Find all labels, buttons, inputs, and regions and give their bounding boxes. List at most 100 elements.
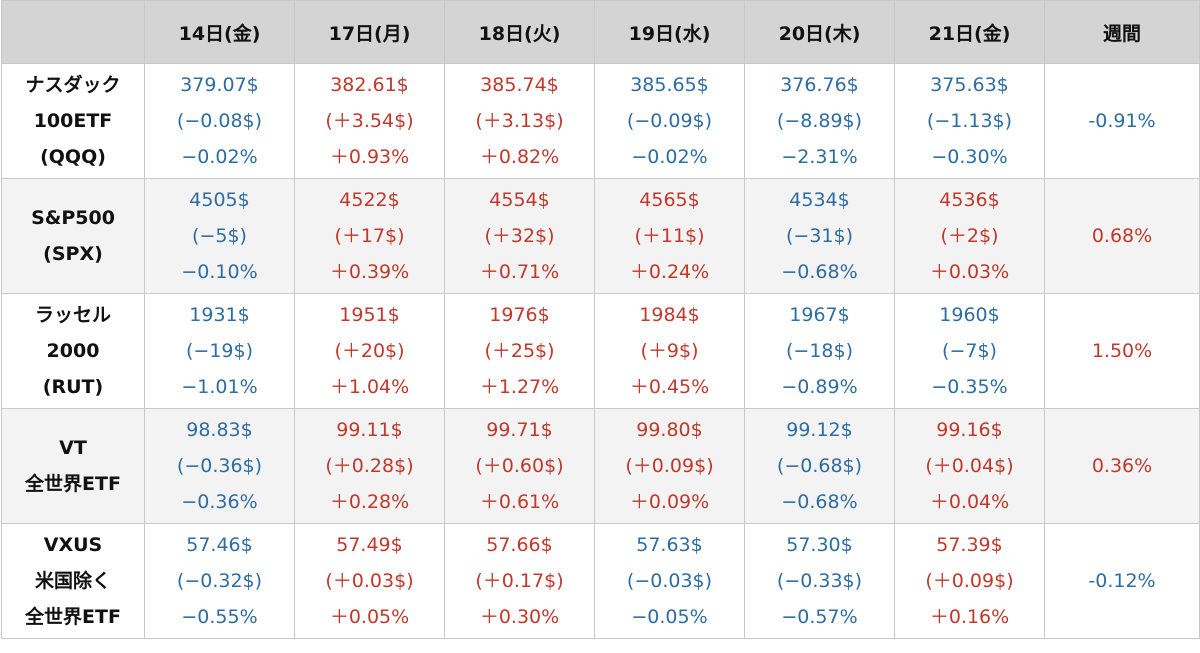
price-cell: 98.83$ (−0.36$) −0.36% bbox=[144, 408, 295, 524]
price-value: 382.61$ bbox=[330, 74, 409, 96]
price-cell: 385.74$ (＋3.13$) ＋0.82% bbox=[444, 63, 595, 179]
row-label-line: 2000 bbox=[46, 340, 100, 362]
price-cell: 99.12$ (−0.68$) −0.68% bbox=[744, 408, 895, 524]
price-value: 1960$ bbox=[939, 304, 1000, 326]
price-value: 98.83$ bbox=[186, 419, 253, 441]
price-cell: 385.65$ (−0.09$) −0.02% bbox=[594, 63, 745, 179]
percent-change: −0.57% bbox=[781, 606, 858, 628]
price-cell: 1967$ (−18$) −0.89% bbox=[744, 293, 895, 409]
change-value: (−0.03$) bbox=[626, 570, 713, 592]
percent-change: ＋0.93% bbox=[329, 146, 410, 168]
price-value: 1976$ bbox=[489, 304, 550, 326]
price-value: 57.49$ bbox=[336, 534, 403, 556]
header-row: 14日(金) 17日(月) 18日(火) 19日(水) 20日(木) 21日(金… bbox=[1, 0, 1200, 64]
price-value: 4534$ bbox=[789, 189, 850, 211]
change-value: (＋0.60$) bbox=[475, 455, 564, 477]
price-cell: 376.76$ (−8.89$) −2.31% bbox=[744, 63, 895, 179]
price-cell: 57.66$ (＋0.17$) ＋0.30% bbox=[444, 523, 595, 639]
table-row: VXUS 米国除く 全世界ETF 57.46$ (−0.32$) −0.55% 57.49$… bbox=[1, 523, 1200, 639]
price-cell: 57.49$ (＋0.03$) ＋0.05% bbox=[294, 523, 445, 639]
price-cell: 99.11$ (＋0.28$) ＋0.28% bbox=[294, 408, 445, 524]
price-cell: 1960$ (−7$) −0.35% bbox=[894, 293, 1045, 409]
change-value: (＋3.54$) bbox=[325, 110, 414, 132]
price-cell: 4534$ (−31$) −0.68% bbox=[744, 178, 895, 294]
change-value: (−0.68$) bbox=[776, 455, 863, 477]
row-label: S&P500 (SPX) bbox=[1, 178, 145, 294]
change-value: (−0.36$) bbox=[176, 455, 263, 477]
price-value: 375.63$ bbox=[930, 74, 1009, 96]
price-value: 99.11$ bbox=[336, 419, 403, 441]
percent-change: −0.05% bbox=[631, 606, 708, 628]
change-value: (−0.09$) bbox=[626, 110, 713, 132]
weekly-change: 1.50% bbox=[1044, 293, 1200, 409]
change-value: (−1.13$) bbox=[926, 110, 1013, 132]
price-value: 376.76$ bbox=[780, 74, 859, 96]
percent-change: −1.01% bbox=[181, 376, 258, 398]
change-value: (−8.89$) bbox=[776, 110, 863, 132]
price-cell: 1984$ (＋9$) ＋0.45% bbox=[594, 293, 745, 409]
percent-change: −0.89% bbox=[781, 376, 858, 398]
percent-change: ＋1.27% bbox=[479, 376, 560, 398]
row-label-line: S&P500 bbox=[31, 207, 115, 229]
change-value: (−0.08$) bbox=[176, 110, 263, 132]
price-value: 57.66$ bbox=[486, 534, 553, 556]
row-label-line: (SPX) bbox=[43, 243, 103, 265]
price-value: 385.65$ bbox=[630, 74, 709, 96]
day-header: 18日(火) bbox=[444, 0, 595, 64]
row-label-line: 100ETF bbox=[33, 110, 113, 132]
price-value: 4554$ bbox=[489, 189, 550, 211]
change-value: (＋0.09$) bbox=[925, 570, 1014, 592]
change-value: (−19$) bbox=[185, 340, 253, 362]
weekly-change: 0.36% bbox=[1044, 408, 1200, 524]
price-value: 1931$ bbox=[189, 304, 250, 326]
price-cell: 382.61$ (＋3.54$) ＋0.93% bbox=[294, 63, 445, 179]
change-value: (＋0.03$) bbox=[325, 570, 414, 592]
weekly-change: -0.91% bbox=[1044, 63, 1200, 179]
week-header: 週間 bbox=[1044, 0, 1200, 64]
price-value: 57.30$ bbox=[786, 534, 853, 556]
price-cell: 4536$ (＋2$) ＋0.03% bbox=[894, 178, 1045, 294]
row-label-line: 米国除く bbox=[34, 570, 111, 592]
row-label-line: ナスダック bbox=[25, 74, 121, 96]
change-value: (＋3.13$) bbox=[475, 110, 564, 132]
row-label-line: VT bbox=[59, 437, 87, 459]
day-header: 19日(水) bbox=[594, 0, 745, 64]
price-value: 99.80$ bbox=[636, 419, 703, 441]
price-cell: 57.30$ (−0.33$) −0.57% bbox=[744, 523, 895, 639]
table-row: ラッセル 2000 (RUT) 1931$ (−19$) −1.01% 1951$ (＋20$… bbox=[1, 293, 1200, 409]
table-body: ナスダック 100ETF (QQQ) 379.07$ (−0.08$) −0.02% 382… bbox=[1, 63, 1200, 639]
percent-change: ＋0.24% bbox=[629, 261, 710, 283]
change-value: (＋0.04$) bbox=[925, 455, 1014, 477]
price-cell: 99.16$ (＋0.04$) ＋0.04% bbox=[894, 408, 1045, 524]
percent-change: −0.55% bbox=[181, 606, 258, 628]
percent-change: ＋1.04% bbox=[329, 376, 410, 398]
change-value: (＋11$) bbox=[634, 225, 705, 247]
percent-change: −0.35% bbox=[931, 376, 1008, 398]
percent-change: ＋0.39% bbox=[329, 261, 410, 283]
price-cell: 1951$ (＋20$) ＋1.04% bbox=[294, 293, 445, 409]
price-value: 1984$ bbox=[639, 304, 700, 326]
price-value: 385.74$ bbox=[480, 74, 559, 96]
price-value: 4505$ bbox=[189, 189, 250, 211]
price-value: 57.46$ bbox=[186, 534, 253, 556]
change-value: (＋2$) bbox=[940, 225, 999, 247]
price-cell: 1931$ (−19$) −1.01% bbox=[144, 293, 295, 409]
percent-change: ＋0.61% bbox=[479, 491, 560, 513]
row-label-line: 全世界ETF bbox=[25, 473, 121, 495]
price-value: 4565$ bbox=[639, 189, 700, 211]
table-row: VT 全世界ETF 98.83$ (−0.36$) −0.36% 99.11$ (＋0.28… bbox=[1, 408, 1200, 524]
change-value: (＋20$) bbox=[334, 340, 405, 362]
table-row: S&P500 (SPX) 4505$ (−5$) −0.10% 4522$ (＋17$) ＋0… bbox=[1, 178, 1200, 294]
price-cell: 4505$ (−5$) −0.10% bbox=[144, 178, 295, 294]
percent-change: ＋0.09% bbox=[629, 491, 710, 513]
change-value: (＋9$) bbox=[640, 340, 699, 362]
corner-header bbox=[1, 0, 145, 64]
percent-change: ＋0.16% bbox=[929, 606, 1010, 628]
price-value: 4536$ bbox=[939, 189, 1000, 211]
price-cell: 379.07$ (−0.08$) −0.02% bbox=[144, 63, 295, 179]
percent-change: ＋0.82% bbox=[479, 146, 560, 168]
day-header: 17日(月) bbox=[294, 0, 445, 64]
weekly-index-table: 14日(金) 17日(月) 18日(火) 19日(水) 20日(木) 21日(金… bbox=[1, 0, 1200, 639]
price-value: 57.39$ bbox=[936, 534, 1003, 556]
row-label-line: ラッセル bbox=[34, 304, 111, 326]
